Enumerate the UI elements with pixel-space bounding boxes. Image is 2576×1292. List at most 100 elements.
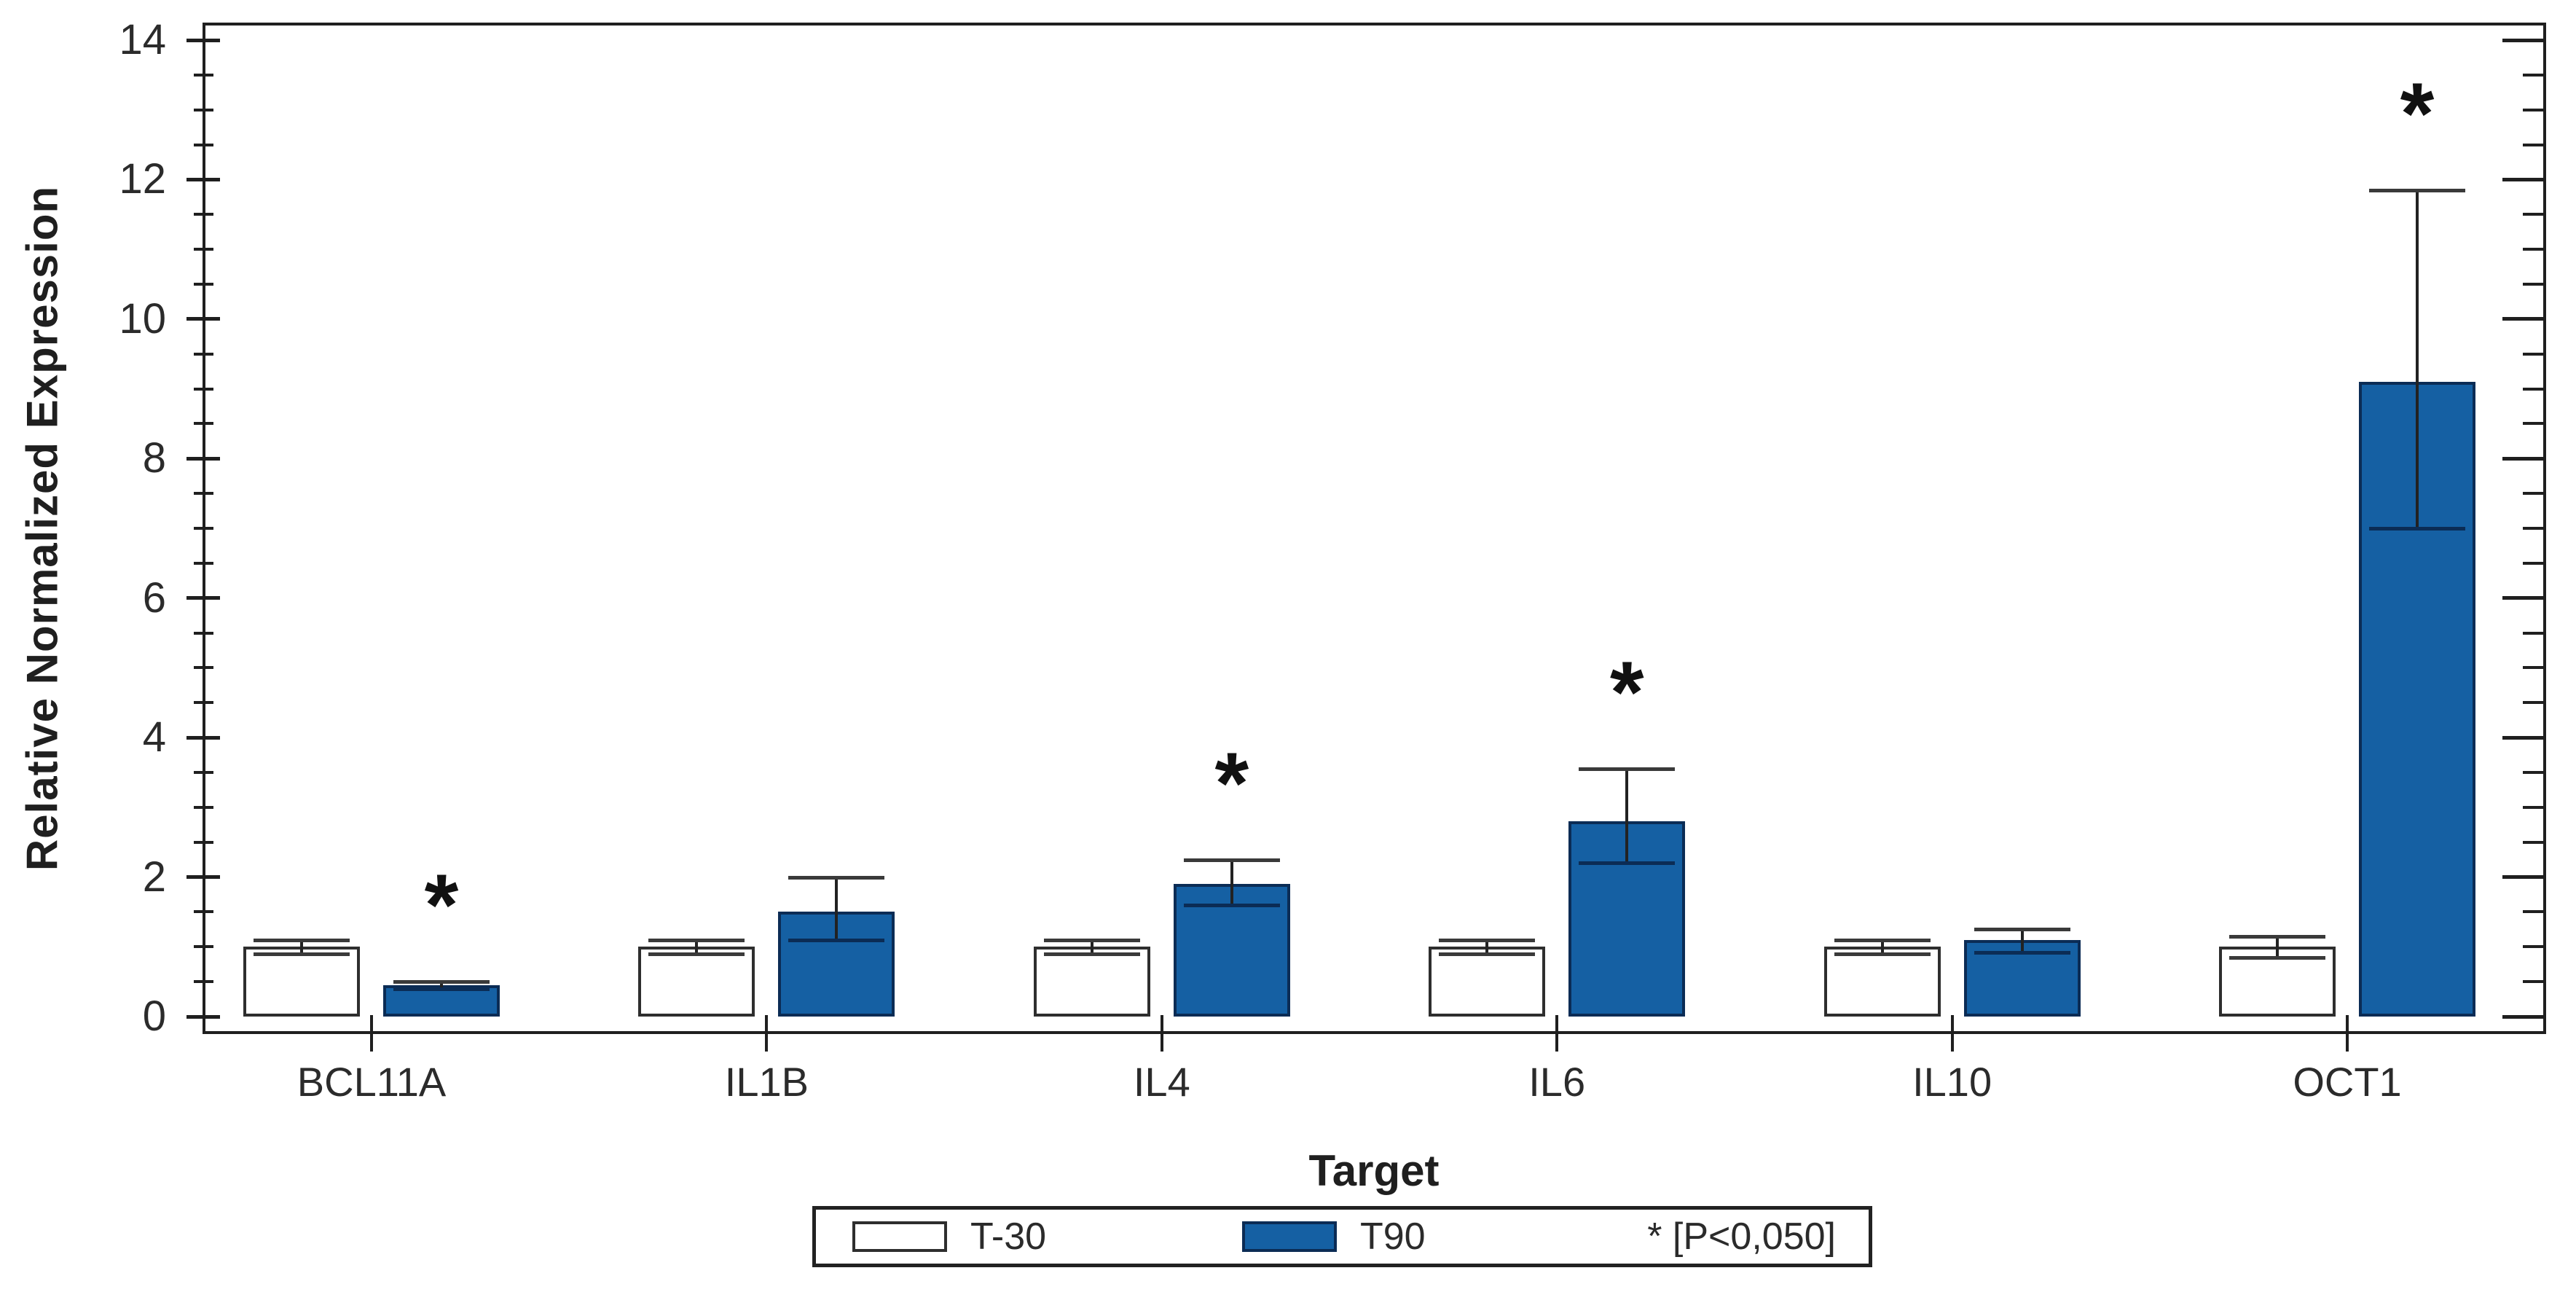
y-major-tick-left [186, 317, 220, 321]
y-minor-tick-right [2523, 248, 2545, 251]
y-minor-tick-right [2523, 108, 2545, 111]
error-bar-cap-bottom [2369, 527, 2465, 530]
y-major-tick-right [2502, 596, 2545, 600]
bar-t-30-il4 [1033, 947, 1150, 1017]
y-major-tick-left [186, 875, 220, 880]
error-bar-cap-top [1439, 938, 1536, 942]
error-bar-line [1485, 939, 1489, 954]
bar-t-30-il10 [1823, 947, 1941, 1017]
bar-t-30-bcl11a [243, 947, 360, 1017]
error-bar-line [2416, 189, 2419, 528]
x-tick-label: IL4 [1133, 1059, 1190, 1105]
x-tick [765, 1015, 769, 1052]
legend: T-30 T90 * [P<0,050] [812, 1206, 1872, 1267]
error-bar-line [695, 939, 699, 954]
y-major-tick-left [186, 456, 220, 461]
error-bar-cap-top [648, 938, 745, 942]
y-minor-tick-left [194, 701, 213, 705]
bar-t-30-il6 [1429, 947, 1546, 1017]
y-tick-label: 12 [119, 155, 166, 203]
error-bar-cap-top [1183, 858, 1280, 862]
y-minor-tick-left [194, 387, 213, 391]
y-minor-tick-right [2523, 492, 2545, 496]
y-minor-tick-right [2523, 387, 2545, 391]
y-major-tick-right [2502, 1014, 2545, 1019]
error-bar-cap-top [1043, 938, 1140, 942]
error-bar-cap-bottom [393, 987, 490, 991]
error-bar-line [2276, 936, 2279, 958]
y-minor-tick-right [2523, 945, 2545, 949]
significance-asterisk: * [424, 856, 459, 955]
y-minor-tick-left [194, 492, 213, 496]
error-bar-cap-top [2369, 188, 2465, 192]
y-minor-tick-left [194, 840, 213, 844]
legend-significance-note: * [P<0,050] [1647, 1215, 1836, 1258]
error-bar-cap-bottom [254, 952, 350, 956]
error-bar-cap-top [1834, 938, 1931, 942]
y-minor-tick-left [194, 213, 213, 216]
y-tick-label: 0 [142, 993, 166, 1040]
y-minor-tick-left [194, 631, 213, 635]
error-bar-line [1090, 939, 1093, 954]
error-bar-cap-bottom [1043, 952, 1140, 956]
error-bar-cap-bottom [2229, 955, 2325, 960]
error-bar-line [1880, 939, 1884, 954]
y-minor-tick-left [194, 980, 213, 984]
error-bar-line [835, 877, 839, 940]
error-bar-cap-top [2229, 934, 2325, 939]
legend-label-t30: T-30 [970, 1215, 1047, 1258]
error-bar-cap-bottom [788, 938, 885, 942]
error-bar-cap-top [1974, 928, 2070, 932]
legend-swatch-t90 [1242, 1221, 1337, 1252]
y-minor-tick-right [2523, 631, 2545, 635]
y-minor-tick-left [194, 666, 213, 670]
y-major-tick-right [2502, 38, 2545, 42]
y-major-tick-right [2502, 875, 2545, 880]
y-tick-label: 6 [142, 573, 166, 622]
error-bar-cap-top [393, 980, 490, 984]
error-bar-cap-bottom [1579, 861, 1676, 866]
y-major-tick-right [2502, 735, 2545, 740]
error-bar-cap-top [788, 875, 885, 880]
y-minor-tick-left [194, 73, 213, 77]
error-bar-cap-bottom [1974, 950, 2070, 955]
y-minor-tick-right [2523, 561, 2545, 565]
error-bar-line [300, 939, 303, 954]
y-minor-tick-right [2523, 771, 2545, 774]
y-major-tick-left [186, 38, 220, 42]
error-bar-cap-bottom [1183, 903, 1280, 907]
plot-area-frame [203, 23, 2546, 1034]
y-minor-tick-left [194, 143, 213, 146]
x-tick [1555, 1015, 1559, 1052]
y-major-tick-left [186, 735, 220, 740]
error-bar-cap-bottom [1834, 952, 1931, 956]
x-tick-label: IL1B [724, 1059, 809, 1105]
error-bar-line [1230, 859, 1233, 905]
y-major-tick-right [2502, 456, 2545, 461]
y-minor-tick-right [2523, 840, 2545, 844]
y-minor-tick-right [2523, 701, 2545, 705]
error-bar-line [1625, 769, 1629, 864]
y-minor-tick-right [2523, 73, 2545, 77]
y-minor-tick-right [2523, 143, 2545, 146]
y-minor-tick-right [2523, 283, 2545, 286]
y-tick-label: 8 [142, 434, 166, 482]
y-major-tick-right [2502, 317, 2545, 321]
legend-label-t90: T90 [1360, 1215, 1426, 1258]
y-minor-tick-right [2523, 527, 2545, 530]
y-major-tick-right [2502, 177, 2545, 181]
bar-t-30-il1b [638, 947, 755, 1017]
significance-asterisk: * [1609, 643, 1644, 742]
y-tick-label: 14 [119, 16, 166, 63]
y-minor-tick-right [2523, 422, 2545, 426]
y-minor-tick-left [194, 527, 213, 530]
error-bar-cap-top [1579, 767, 1676, 772]
y-minor-tick-left [194, 805, 213, 809]
x-tick-label: IL6 [1528, 1059, 1586, 1105]
y-minor-tick-left [194, 771, 213, 774]
error-bar-line [440, 982, 443, 989]
y-minor-tick-left [194, 283, 213, 286]
error-bar-line [2020, 929, 2024, 952]
x-tick [1160, 1015, 1163, 1052]
